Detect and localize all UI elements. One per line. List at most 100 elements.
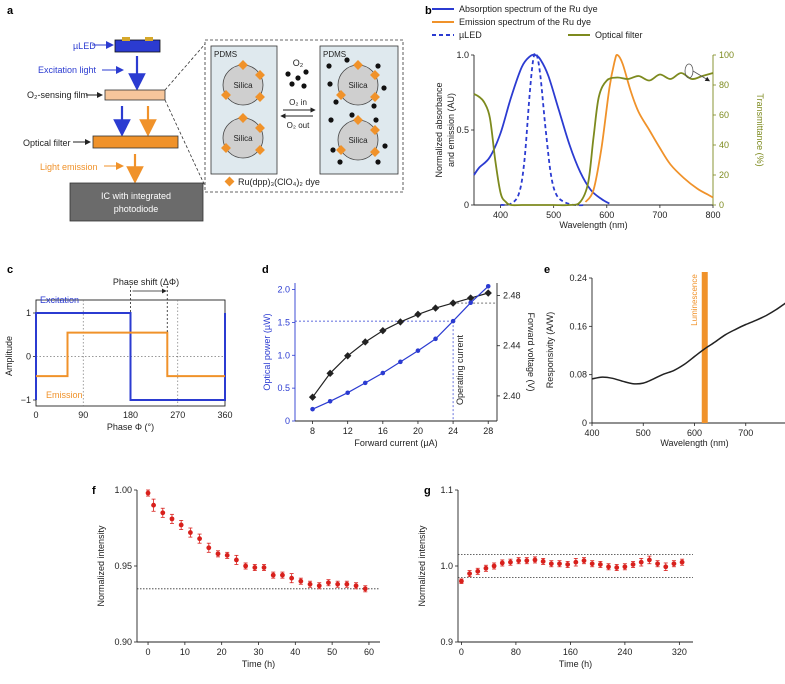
- excitation-waveform: [35, 312, 226, 401]
- o2-sensing-film: [104, 89, 166, 101]
- y-tick-label: 0.24: [569, 273, 587, 283]
- o2-label: O₂: [293, 58, 304, 68]
- y-axis-label: Normalized intensity: [417, 525, 427, 607]
- data-point: [532, 557, 538, 563]
- data-point: [524, 558, 530, 564]
- o2-molecule-dot: [330, 147, 336, 153]
- o2-molecule-dot: [337, 159, 343, 165]
- data-point: [483, 565, 489, 571]
- x-axis-label: Wavelength (nm): [559, 220, 627, 230]
- power-point: [485, 283, 491, 289]
- data-point: [344, 581, 350, 587]
- o2-molecule-dot: [371, 103, 377, 109]
- data-point: [362, 586, 368, 592]
- pdms-label-left: PDMS: [214, 50, 237, 59]
- power-point: [415, 348, 421, 353]
- y-axis-label: Responsivity (A/W): [545, 312, 555, 389]
- y-right-axis-label: Transmittance (%): [755, 93, 765, 166]
- panel-label-a: a: [7, 5, 14, 17]
- uled-pad-right: [145, 37, 153, 41]
- x-tick-label: 12: [343, 426, 353, 436]
- dye-diamond-icon: [255, 145, 265, 155]
- y-tick-label: 1: [26, 308, 31, 318]
- x-tick-label: 0: [459, 647, 464, 657]
- power-point: [345, 390, 350, 396]
- x-tick-label: 320: [672, 647, 687, 657]
- y-tick-label: 0.5: [456, 125, 469, 135]
- data-point: [270, 572, 276, 578]
- panel-label-d: d: [262, 264, 269, 276]
- data-point: [326, 580, 331, 586]
- y-right-tick-label: 60: [719, 110, 729, 120]
- ellipse-arrow: [692, 70, 711, 82]
- data-point: [540, 559, 546, 564]
- data-point: [606, 564, 611, 570]
- data-point: [289, 575, 295, 581]
- silica-label: Silica: [348, 81, 368, 90]
- y-tick-label: 0.9: [440, 637, 453, 647]
- data-point: [280, 572, 285, 578]
- data-point: [224, 552, 230, 558]
- x-axis-label: Phase Φ (°): [107, 422, 154, 432]
- y-tick-label: 1.5: [277, 317, 290, 327]
- x-tick-label: 240: [617, 647, 632, 657]
- y-right-tick-label: 2.40: [503, 391, 521, 401]
- data-point: [597, 562, 603, 567]
- x-tick-label: 180: [123, 410, 138, 420]
- data-point: [234, 557, 239, 563]
- chart-g-stability: 0 80 160 240 320 0.9 1.0 1.1 Time (h) Normalized …: [417, 485, 693, 669]
- y-tick-label: −1: [21, 395, 31, 405]
- x-tick-label: 0: [33, 410, 38, 420]
- o2-molecule-dot: [344, 57, 350, 63]
- y-right-tick-label: 20: [719, 170, 729, 180]
- data-point: [197, 536, 202, 542]
- y-tick-label: 1.0: [440, 561, 453, 571]
- data-point: [215, 551, 221, 557]
- data-point: [581, 558, 587, 564]
- y-axis-label: Optical power (µW): [262, 313, 272, 390]
- o2-film-label: O₂-sensing film: [27, 90, 88, 100]
- uled-label: µLED: [73, 41, 96, 51]
- y-right-tick-label: 40: [719, 140, 729, 150]
- optical-filter-label: Optical filter: [23, 138, 71, 148]
- x-tick-label: 10: [180, 647, 190, 657]
- emission-annotation: Emission: [46, 390, 83, 400]
- x-tick-label: 500: [636, 428, 651, 438]
- x-tick-label: 0: [146, 647, 151, 657]
- x-tick-label: 20: [217, 647, 227, 657]
- data-point: [647, 557, 652, 563]
- x-tick-label: 20: [413, 426, 423, 436]
- o2-molecule-dot: [295, 75, 301, 81]
- o2-molecule-dot: [382, 143, 388, 149]
- voltage-point: [396, 318, 405, 326]
- data-point: [467, 571, 472, 576]
- data-point: [663, 564, 669, 570]
- zoom-line-bottom: [164, 99, 206, 187]
- dye-legend-label: Ru(dpp)₃(ClO₄)₂ dye: [238, 177, 320, 187]
- data-point: [491, 563, 497, 569]
- power-point: [468, 300, 473, 306]
- voltage-point: [326, 369, 334, 378]
- y-right-tick-label: 80: [719, 80, 729, 90]
- excitation-annotation: Excitation: [40, 295, 79, 305]
- ic-label-line1: IC with integrated: [101, 191, 171, 201]
- voltage-point: [431, 304, 440, 312]
- y-tick-label: 1.1: [440, 485, 453, 495]
- y-axis-label: Normalized absorbance: [434, 82, 444, 177]
- panel-label-g: g: [424, 485, 431, 497]
- emission-waveform: [36, 331, 225, 378]
- uled-chip: [114, 39, 161, 53]
- o2-molecule-dot: [289, 81, 295, 87]
- voltage-point: [379, 326, 387, 335]
- x-tick-label: 360: [217, 410, 232, 420]
- excitation-light-label: Excitation light: [38, 65, 97, 75]
- ellipse-marker: [684, 63, 694, 79]
- o2-molecule-dot: [349, 112, 355, 118]
- x-axis-label: Time (h): [242, 659, 275, 669]
- y-tick-label: 0.16: [569, 321, 587, 331]
- o2-molecule-dot: [381, 85, 387, 91]
- data-point: [459, 578, 464, 584]
- data-point: [187, 530, 193, 535]
